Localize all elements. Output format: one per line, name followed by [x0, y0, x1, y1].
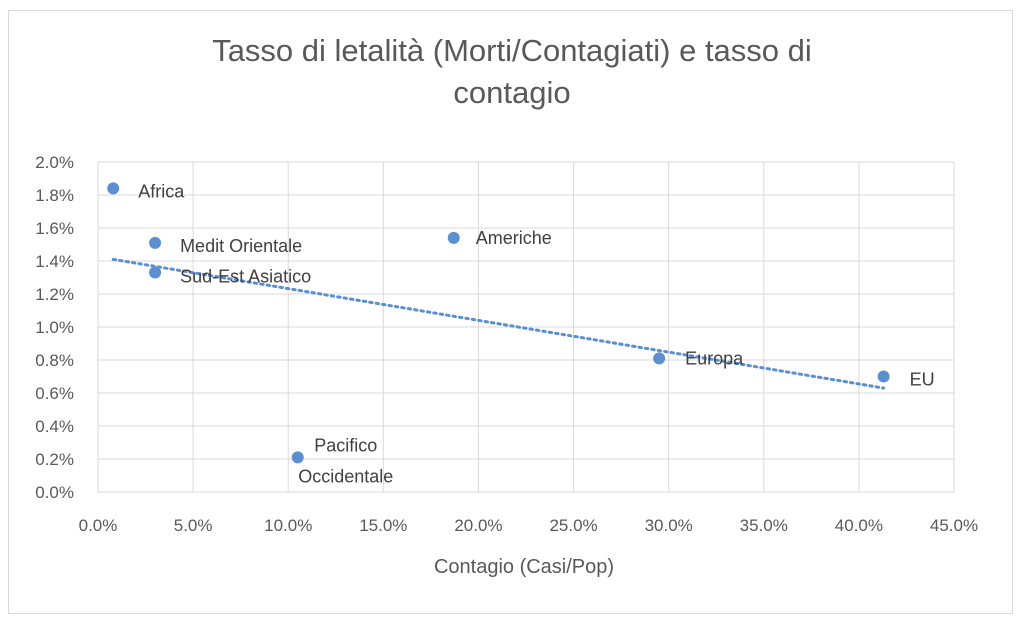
x-tick-label: 30.0%	[645, 516, 693, 535]
data-point	[107, 182, 120, 195]
x-tick-label: 35.0%	[740, 516, 788, 535]
data-point	[653, 352, 666, 365]
y-tick-label: 2.0%	[35, 153, 74, 172]
data-points	[107, 182, 890, 464]
data-label: Medit Orientale	[180, 236, 302, 256]
trendline	[111, 257, 886, 390]
data-point	[149, 236, 162, 249]
x-tick-label: 40.0%	[835, 516, 883, 535]
x-tick-label: 0.0%	[79, 516, 118, 535]
trendline-line	[111, 257, 886, 390]
point-labels: Africa Medit Orientale Sud-Est Asiatico Ame…	[138, 181, 934, 486]
data-point	[149, 266, 162, 279]
chart-title-line-2: contagio	[453, 75, 571, 110]
data-label: Occidentale	[298, 466, 393, 486]
data-label: Americhe	[476, 228, 552, 248]
chart-title: Tasso di letalità (Morti/Contagiati) e t…	[0, 30, 1024, 114]
y-tick-label: 1.4%	[35, 252, 74, 271]
data-label: Africa	[138, 181, 185, 201]
gridlines	[97, 161, 955, 493]
x-tick-label: 15.0%	[359, 516, 407, 535]
x-tick-label: 5.0%	[174, 516, 213, 535]
data-label: Pacifico	[314, 435, 377, 455]
x-tick-label: 45.0%	[930, 516, 978, 535]
data-point	[291, 451, 304, 464]
y-tick-label: 1.6%	[35, 219, 74, 238]
data-point	[877, 370, 890, 383]
data-label: Europa	[685, 348, 744, 368]
x-tick-label: 25.0%	[549, 516, 597, 535]
y-tick-label: 1.2%	[35, 285, 74, 304]
x-tick-label: 10.0%	[264, 516, 312, 535]
y-tick-labels: 0.0% 0.2% 0.4% 0.6% 0.8% 1.0% 1.2% 1.4% 1.6% 1.8%…	[35, 153, 74, 502]
y-tick-label: 0.8%	[35, 351, 74, 370]
data-point	[447, 231, 460, 244]
y-tick-label: 1.8%	[35, 186, 74, 205]
y-tick-label: 0.2%	[35, 450, 74, 469]
x-tick-labels: 0.0% 5.0% 10.0% 15.0% 20.0% 25.0% 30.0% 35.0% 40…	[79, 516, 978, 535]
y-tick-label: 0.4%	[35, 417, 74, 436]
chart-title-line-1: Tasso di letalità (Morti/Contagiati) e t…	[212, 33, 812, 68]
y-tick-label: 0.0%	[35, 483, 74, 502]
data-label: EU	[910, 370, 935, 390]
y-tick-label: 1.0%	[35, 318, 74, 337]
x-axis-title: Contagio (Casi/Pop)	[434, 556, 614, 578]
data-label: Sud-Est Asiatico	[180, 267, 311, 287]
y-tick-label: 0.6%	[35, 384, 74, 403]
x-tick-label: 20.0%	[454, 516, 502, 535]
chart-frame	[8, 10, 1013, 614]
